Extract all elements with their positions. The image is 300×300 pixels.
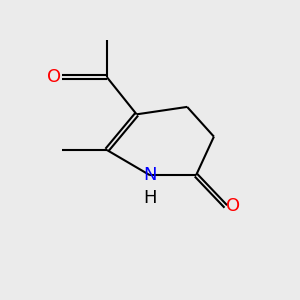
Text: O: O — [226, 197, 240, 215]
Text: O: O — [47, 68, 61, 86]
Text: H: H — [143, 189, 157, 207]
Text: N: N — [143, 166, 157, 184]
